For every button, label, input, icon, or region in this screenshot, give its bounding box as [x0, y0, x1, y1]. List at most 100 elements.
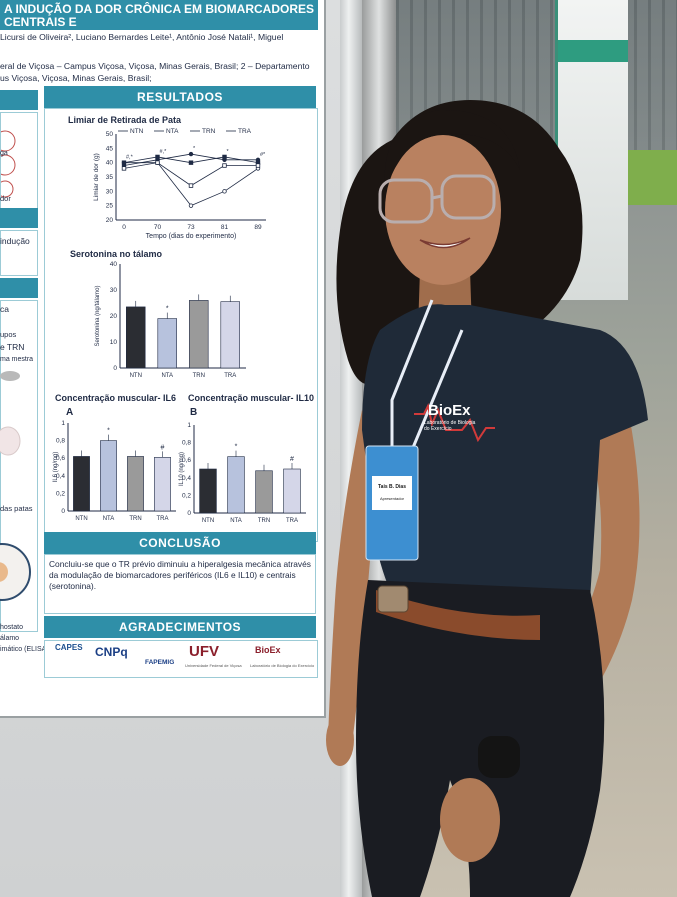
badge-name: Tais B. Dias	[378, 484, 406, 490]
line-annotation: *	[193, 146, 196, 152]
shirt	[362, 304, 648, 610]
line-y-tick-label: 50	[106, 131, 114, 138]
line-point-TRA	[188, 183, 194, 188]
bar-y-tick-label: 0,6	[182, 457, 191, 464]
bar-x-tick-label: TRN	[193, 373, 205, 379]
legend-label-NTN: NTN	[130, 128, 144, 135]
bar-annotation: #	[290, 456, 294, 463]
bar-y-tick-label: 20	[110, 313, 118, 320]
line-y-tick-label: 40	[106, 160, 114, 167]
results-header: RESULTADOS	[44, 86, 316, 108]
affiliation-line2: us Viçosa, Viçosa, Minas Gerais, Brasil;	[0, 73, 152, 83]
left-text-hostato: hostato	[0, 624, 23, 631]
bar-x-tick-label: NTA	[103, 516, 115, 522]
bioex-subtitle: Laboratório de Biologia do Exercício	[250, 663, 315, 668]
line-point-NTA	[188, 203, 194, 208]
line-point-TRN	[121, 160, 127, 165]
bar-y-tick-label: 0	[61, 508, 65, 515]
left-text-inducao: indução	[0, 236, 30, 246]
left-text-ga: ga	[0, 150, 8, 157]
chart-il10-title: Concentração muscular- IL10	[188, 393, 315, 403]
bar-y-tick-label: 1	[187, 422, 191, 429]
left-hand	[326, 714, 354, 766]
bar-NTN	[73, 456, 90, 512]
chart-il6-title: Concentração muscular- IL6	[55, 393, 177, 403]
shirt-logo-subtitle: Laboratório de Biologia do Exercício	[424, 420, 476, 432]
bar-TRA	[154, 457, 171, 512]
cnpq-logo: CNPq	[95, 645, 128, 659]
poster-title-line2: ODELO EXPERIMENTAL DE FIBROMIALGIA	[4, 28, 255, 42]
line-point-NTN	[188, 151, 194, 157]
left-section-header-3	[0, 278, 38, 298]
left-text-mestra: ma mestra	[0, 356, 34, 363]
line-point-TRA	[121, 166, 127, 171]
conclusion-header: CONCLUSÃO	[44, 532, 316, 554]
heartbeat-line	[414, 403, 495, 443]
bar-y-tick-label: 0,4	[56, 473, 65, 480]
bar-x-tick-label: NTN	[202, 518, 214, 524]
line-x-tick-label: 89	[254, 224, 262, 231]
line-point-TRN	[155, 154, 160, 160]
bar-TRA	[220, 301, 241, 369]
il10-bar-chart: 0 0,2 0,4 0,6 0,8 1 IL10 (ng/mg) NTN NTA * TRN TRA #	[179, 422, 306, 524]
line-annotation: #,*	[126, 155, 134, 161]
line-annotation: #,*	[160, 149, 168, 155]
bar-y-tick-label: 40	[110, 261, 118, 268]
fapemig-logo: FAPEMIG	[145, 659, 175, 666]
left-text-trn: e TRN	[0, 342, 25, 352]
legend-label-TRN: TRN	[202, 128, 216, 135]
poster-title: A INDUÇÃO DA DOR CRÔNICA EM BIOMARCADORE…	[0, 0, 318, 42]
left-text-dor: dor	[0, 194, 11, 203]
line-point-TRN	[188, 160, 194, 165]
legend-label-TRA: TRA	[238, 128, 252, 135]
bar-y-tick-label: 0,2	[182, 492, 191, 499]
bar-y-tick-label: 1	[61, 420, 65, 427]
bar-y-axis-label: IL10 (ng/mg)	[179, 452, 185, 486]
bar-TRN	[255, 470, 273, 514]
line-y-tick-label: 35	[106, 174, 114, 181]
bar-TRN	[127, 456, 144, 512]
affiliation-line1: eral de Viçosa – Campus Viçosa, Viçosa, …	[0, 61, 310, 71]
left-box-1	[0, 112, 38, 210]
line-point-NTA	[222, 189, 227, 194]
bar-x-tick-label: TRA	[157, 516, 169, 522]
bar-x-tick-label: TRA	[286, 518, 298, 524]
line-x-tick-label: 70	[154, 224, 162, 231]
paw-withdrawal-line-chart: 20 25 30 35 40 45 50 0 70 73 81 89 Tempo (dias do ex…	[93, 128, 266, 240]
line-x-tick-label: 81	[221, 224, 229, 231]
line-point-TRN	[222, 154, 227, 160]
poster-authors: Licursi de Oliveira², Luciano Bernardes …	[0, 32, 284, 42]
bar-y-tick-label: 0	[187, 510, 191, 517]
left-text-ca: ca	[0, 304, 9, 314]
line-x-axis-label: Tempo (dias do experimento)	[146, 233, 237, 240]
badge-role: Apresentador	[379, 496, 404, 501]
line-y-tick-label: 25	[106, 203, 114, 210]
method-diagram	[0, 130, 16, 198]
left-section-header	[0, 90, 38, 110]
bar-annotation: *	[235, 444, 238, 451]
bar-y-tick-label: 0,8	[56, 438, 65, 445]
line-point-TRA	[222, 163, 227, 168]
poster-left-column: ga dor indução ca upos e TRN ma mestra d…	[0, 86, 49, 656]
smile	[419, 237, 471, 249]
line-y-axis-label: Limiar de dor (g)	[93, 153, 100, 201]
bar-annotation: #	[161, 444, 165, 451]
bar-annotation: *	[107, 428, 110, 435]
left-box-2	[0, 230, 38, 276]
lanyard	[390, 299, 464, 451]
panel-b-label: B	[190, 407, 198, 418]
left-text-upos: upos	[0, 330, 17, 339]
bar-y-tick-label: 30	[110, 287, 118, 294]
shirt-logo-text: BioEx	[428, 402, 471, 419]
bar-x-tick-label: NTN	[130, 373, 142, 379]
legend-label-NTA: NTA	[166, 128, 179, 135]
line-point-TRA	[155, 160, 160, 165]
bar-y-tick-label: 0,8	[182, 440, 191, 447]
line-annotation: *	[227, 149, 230, 155]
line-x-tick-label: 0	[122, 224, 126, 231]
left-section-header-2	[0, 208, 38, 228]
il6-bar-chart: 0 0,2 0,4 0,6 0,8 1 IL6 (ng/mg) NTN NTA * TRN TRA #	[53, 420, 176, 522]
bar-y-tick-label: 0,2	[56, 490, 65, 497]
